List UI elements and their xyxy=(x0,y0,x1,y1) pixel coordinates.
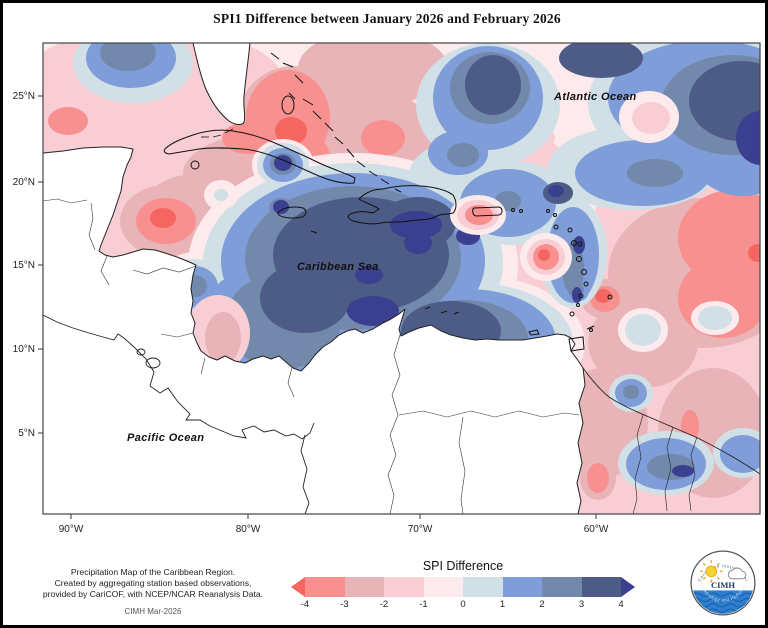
legend-title: SPI Difference xyxy=(422,559,504,573)
legend-segment xyxy=(423,577,463,597)
logo-text: CIMH xyxy=(711,580,735,590)
lat-label: 15°N xyxy=(13,260,35,271)
legend-tick-label: 4 xyxy=(618,599,624,610)
legend-segment xyxy=(502,577,542,597)
legend-tick-label: -4 xyxy=(300,599,310,610)
legend-tick-label: -2 xyxy=(379,599,389,610)
caribbean-spi-map: Atlantic Ocean Caribbean Sea Pacific Oce… xyxy=(13,42,761,535)
caribbean-sea-label: Caribbean Sea xyxy=(297,261,379,273)
lon-label: 70°W xyxy=(408,524,433,535)
atlantic-ocean-label: Atlantic Ocean xyxy=(553,91,637,103)
lat-label: 5°N xyxy=(18,428,35,439)
lon-label: 80°W xyxy=(236,524,261,535)
bahamas-islands xyxy=(270,52,402,193)
credits-line: Created by aggregating station based obs… xyxy=(54,578,252,588)
guianas-coastline xyxy=(582,367,760,514)
legend-segment xyxy=(305,577,345,597)
lesser-antilles-islands xyxy=(511,208,613,332)
legend-segment xyxy=(581,577,621,597)
no-data-landmass xyxy=(43,146,586,514)
legend-arrow-left xyxy=(291,577,305,597)
cuba-outline xyxy=(163,129,356,184)
country-borders xyxy=(43,198,580,514)
cimh-logo: Caribbean Institute for CIMH Meteorology xyxy=(689,549,756,616)
pacific-ocean-label: Pacific Ocean xyxy=(127,432,204,444)
axis-labels: 25°N 20°N 15°N 10°N 5°N 90°W 80°W 70°W 6… xyxy=(13,91,609,535)
credits-stamp: CIMH Mar-2026 xyxy=(124,607,182,616)
sun-icon xyxy=(700,560,723,583)
credits-line: provided by CariCOF, with NCEP/NCAR Rean… xyxy=(42,589,264,599)
lat-label: 20°N xyxy=(13,177,35,188)
contour-field: Atlantic Ocean Caribbean Sea Pacific Oce… xyxy=(43,43,760,514)
legend-segment xyxy=(344,577,384,597)
legend-arrow-right xyxy=(621,577,635,597)
pacific-coastline xyxy=(43,314,315,514)
legend-colorbar xyxy=(291,577,635,597)
puerto-rico-outline xyxy=(472,206,503,217)
legend-tick-label: 1 xyxy=(499,599,506,610)
lon-label: 60°W xyxy=(584,524,609,535)
legend-tick-label: 0 xyxy=(460,599,466,610)
map-area: Atlantic Ocean Caribbean Sea Pacific Oce… xyxy=(13,42,761,535)
legend-segment xyxy=(384,577,424,597)
jamaica-outline xyxy=(277,206,307,219)
legend-tick-label: -1 xyxy=(419,599,428,610)
florida-outline xyxy=(192,43,251,125)
cloud-icon xyxy=(727,567,747,580)
map-border xyxy=(42,42,761,515)
color-scale-legend: SPI Difference -4 -3 -2 -1 0 1 2 3 4 xyxy=(291,559,635,613)
island-outlines xyxy=(163,129,595,352)
page-title: SPI1 Difference between January 2026 and… xyxy=(213,11,561,26)
legend-tick-label: 2 xyxy=(539,599,545,610)
isle-of-youth xyxy=(190,160,200,170)
lon-label: 90°W xyxy=(59,524,84,535)
legend-segment xyxy=(463,577,503,597)
axis-ticks xyxy=(38,95,597,519)
trinidad-outline xyxy=(568,336,585,352)
legend-tick-label: -3 xyxy=(340,599,349,610)
legend-ticks: -4 -3 -2 -1 0 1 2 3 4 xyxy=(291,599,635,613)
credits-line: Precipitation Map of the Caribbean Regio… xyxy=(70,567,236,577)
credits-block: Precipitation Map of the Caribbean Regio… xyxy=(25,567,281,617)
legend-segment xyxy=(542,577,582,597)
lat-label: 10°N xyxy=(13,344,35,355)
lat-label: 25°N xyxy=(13,91,35,102)
hispaniola-outline xyxy=(347,185,457,225)
legend-segments xyxy=(305,577,621,597)
legend-tick-label: 3 xyxy=(578,599,585,610)
